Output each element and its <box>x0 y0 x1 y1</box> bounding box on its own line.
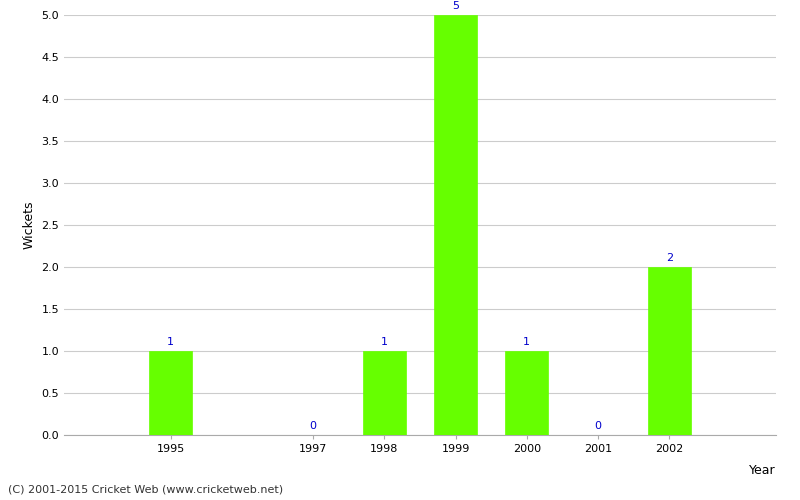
Bar <box>150 351 192 435</box>
Text: 2: 2 <box>666 253 673 263</box>
Text: 5: 5 <box>452 1 459 11</box>
Text: (C) 2001-2015 Cricket Web (www.cricketweb.net): (C) 2001-2015 Cricket Web (www.cricketwe… <box>8 485 283 495</box>
Text: 1: 1 <box>381 337 388 347</box>
Bar <box>363 351 406 435</box>
Text: 1: 1 <box>167 337 174 347</box>
Text: 1: 1 <box>523 337 530 347</box>
Y-axis label: Wickets: Wickets <box>23 200 36 249</box>
Bar <box>506 351 548 435</box>
Text: 0: 0 <box>594 421 602 431</box>
Bar <box>434 15 477 435</box>
Bar <box>648 267 690 435</box>
Text: Year: Year <box>750 464 776 477</box>
Text: 0: 0 <box>310 421 317 431</box>
